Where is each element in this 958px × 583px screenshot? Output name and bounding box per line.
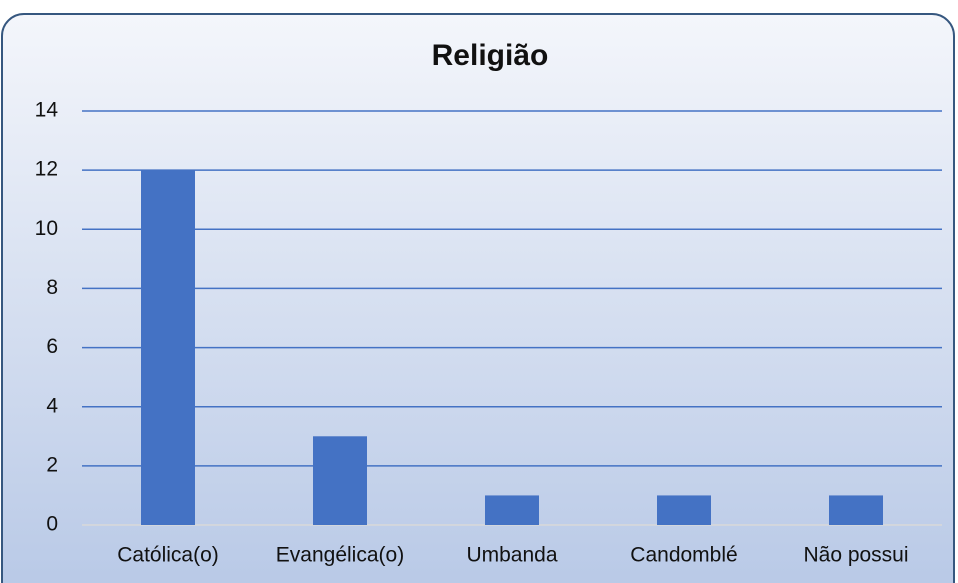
y-tick-label: 6 [46,335,58,358]
y-tick-label: 0 [46,513,58,536]
bar [141,170,195,525]
bar [829,495,883,525]
y-tick-label: 10 [35,217,58,240]
y-tick-label: 12 [35,158,58,181]
x-tick-label: Evangélica(o) [276,544,404,567]
chart-title: Religião [432,39,549,72]
x-tick-label: Não possui [803,544,908,567]
y-tick-label: 14 [35,99,59,122]
bar [657,495,711,525]
y-tick-label: 8 [46,276,58,299]
bar [485,495,539,525]
chart-background [1,13,955,583]
y-tick-label: 2 [46,453,58,476]
y-tick-label: 4 [46,394,58,417]
x-tick-label: Candomblé [630,544,737,567]
x-tick-label: Umbanda [466,544,557,567]
x-tick-label: Católica(o) [117,544,219,567]
bar [313,436,367,525]
